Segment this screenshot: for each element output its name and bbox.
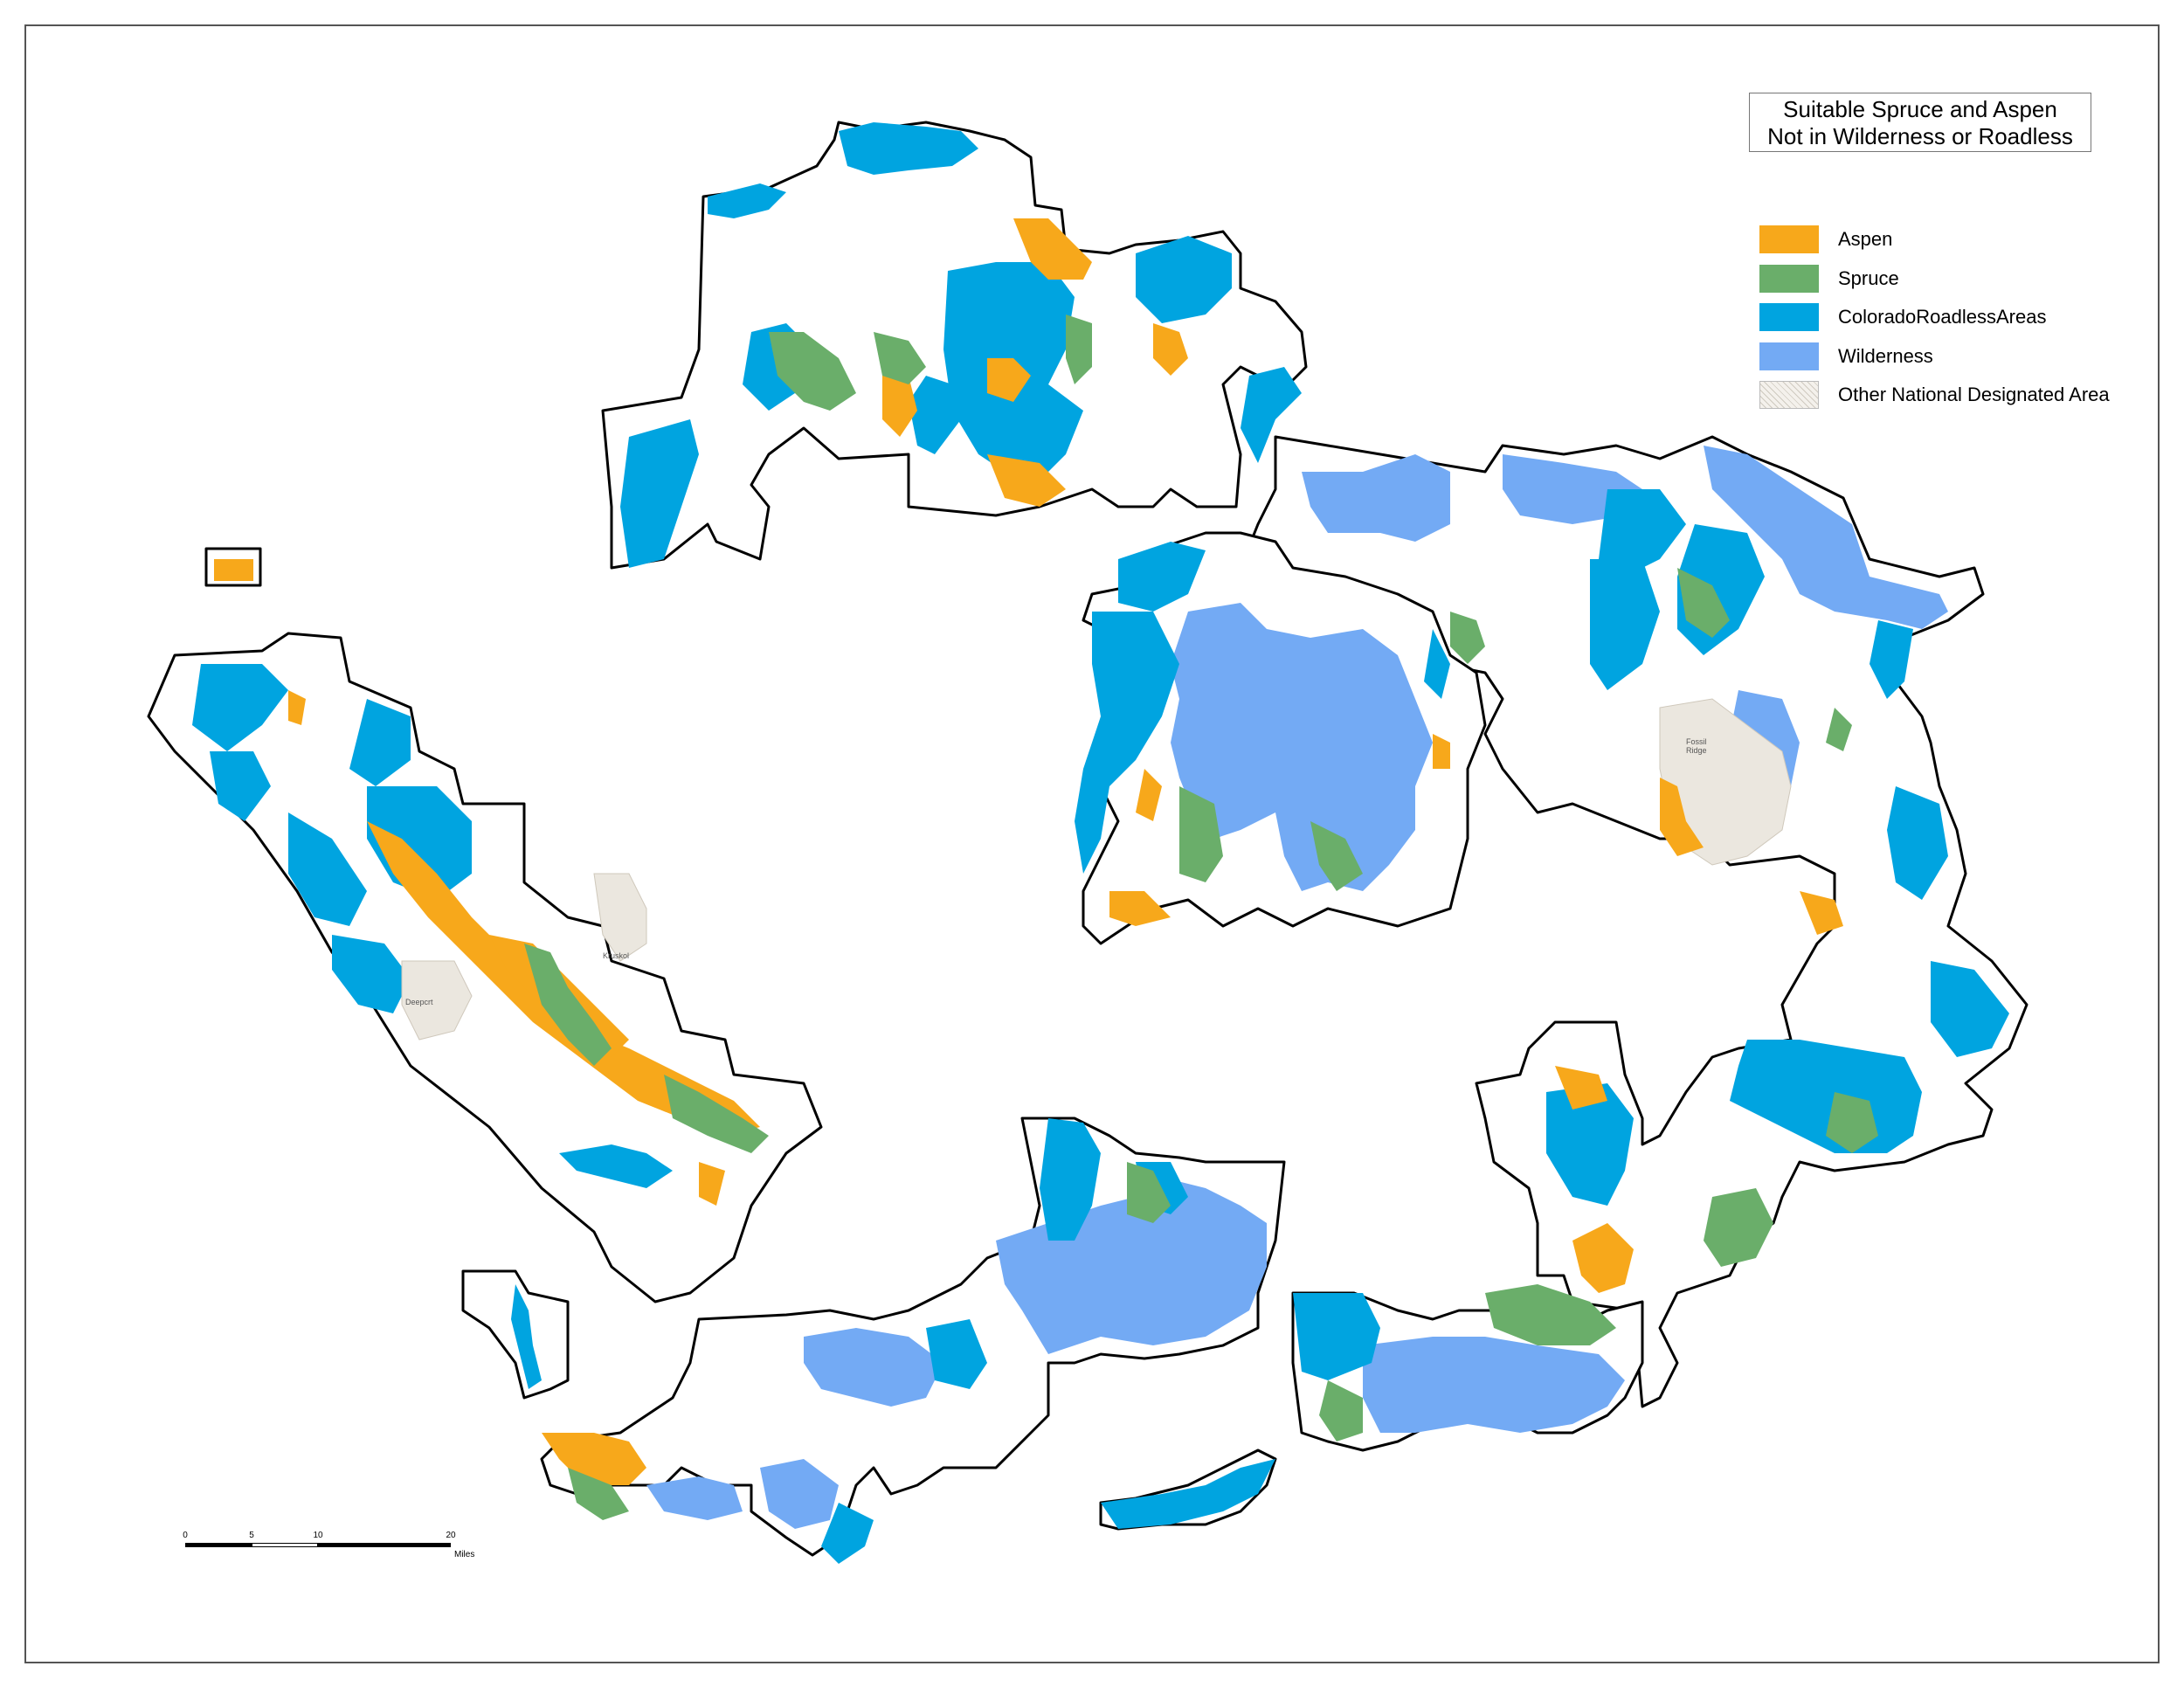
- scale-segment: [318, 1543, 451, 1547]
- svg-text:Fossil: Fossil: [1686, 737, 1707, 746]
- other-designated-areas: [401, 698, 1792, 1041]
- spruce-swatch: [1759, 264, 1819, 293]
- spruce-stands: [524, 315, 1878, 1520]
- legend-item-roadless: ColoradoRoadlessAreas: [1759, 298, 2110, 337]
- scale-tick-label: 5: [249, 1531, 254, 1540]
- legend-label: Spruce: [1838, 266, 1899, 289]
- scale-tick-label: 10: [313, 1531, 323, 1540]
- legend-item-other-designated: Other National Designated Area: [1759, 376, 2110, 415]
- scale-segment: [252, 1543, 318, 1547]
- map-title-line-2: Not in Wilderness or Roadless: [1767, 123, 2073, 149]
- legend-item-aspen: Aspen: [1759, 220, 2110, 259]
- other-designated-swatch: [1759, 381, 1819, 410]
- svg-text:Deepcrt: Deepcrt: [405, 998, 433, 1006]
- map-frame: [24, 24, 2160, 1663]
- scale-segment: [185, 1543, 252, 1547]
- legend-label: Aspen: [1838, 228, 1893, 251]
- map-title-line-1: Suitable Spruce and Aspen: [1783, 96, 2057, 122]
- map-labels: Fossil Ridge Kruskol Deepcrt: [405, 737, 1707, 1006]
- legend-label: Wilderness: [1838, 344, 1933, 367]
- aspen-swatch: [1759, 225, 1819, 254]
- svg-text:Kruskol: Kruskol: [603, 951, 629, 960]
- legend-item-spruce: Spruce: [1759, 259, 2110, 299]
- forest-unit-northeast: [1239, 435, 2028, 1408]
- scale-unit-label: Miles: [454, 1550, 475, 1559]
- wilderness-swatch: [1759, 342, 1819, 370]
- legend-item-wilderness: Wilderness: [1759, 337, 2110, 377]
- legend-label: ColoradoRoadlessAreas: [1838, 306, 2047, 328]
- roadless-swatch: [1759, 303, 1819, 332]
- map-title: Suitable Spruce and Aspen Not in Wildern…: [1749, 93, 2091, 152]
- svg-text:Ridge: Ridge: [1686, 746, 1707, 755]
- legend-label: Other National Designated Area: [1838, 384, 2110, 406]
- scale-tick-label: 0: [183, 1531, 188, 1540]
- scale-tick-label: 20: [446, 1531, 456, 1540]
- map-legend: Aspen Spruce ColoradoRoadlessAreas Wilde…: [1759, 220, 2110, 415]
